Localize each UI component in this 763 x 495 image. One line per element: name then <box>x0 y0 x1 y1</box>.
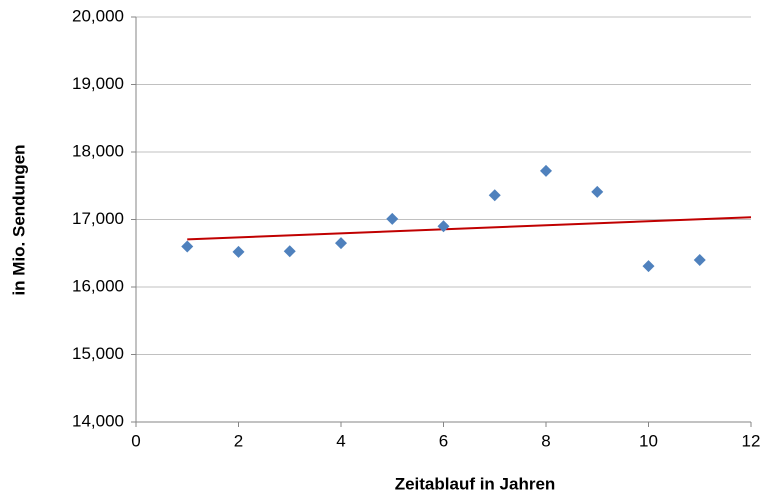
data-point <box>283 245 296 258</box>
x-tick-label: 12 <box>742 431 761 450</box>
x-tick-label: 6 <box>439 431 448 450</box>
y-tick-label: 16,000 <box>72 276 124 295</box>
x-tick-label: 8 <box>541 431 550 450</box>
x-tick-label: 2 <box>234 431 243 450</box>
y-tick-label: 15,000 <box>72 344 124 363</box>
data-point <box>591 185 604 198</box>
data-point <box>540 164 552 177</box>
y-tick-label: 19,000 <box>72 74 124 93</box>
data-point <box>181 240 194 253</box>
data-point <box>335 237 347 250</box>
y-tick-label: 14,000 <box>72 411 124 430</box>
x-tick-label: 4 <box>336 431 345 450</box>
y-axis-title: in Mio. Sendungen <box>9 144 28 295</box>
y-tick-label: 17,000 <box>72 209 124 228</box>
data-point <box>232 245 245 258</box>
data-point <box>693 254 706 266</box>
data-point <box>642 260 655 273</box>
trend-line <box>187 216 752 241</box>
y-tick-label: 20,000 <box>72 6 124 25</box>
data-point <box>488 189 501 202</box>
data-point <box>437 220 450 233</box>
x-axis-title: Zeitablauf in Jahren <box>395 474 556 493</box>
data-point <box>386 212 399 225</box>
x-tick-label: 10 <box>639 431 658 450</box>
y-tick-label: 18,000 <box>72 141 124 160</box>
x-tick-label: 0 <box>131 431 140 450</box>
